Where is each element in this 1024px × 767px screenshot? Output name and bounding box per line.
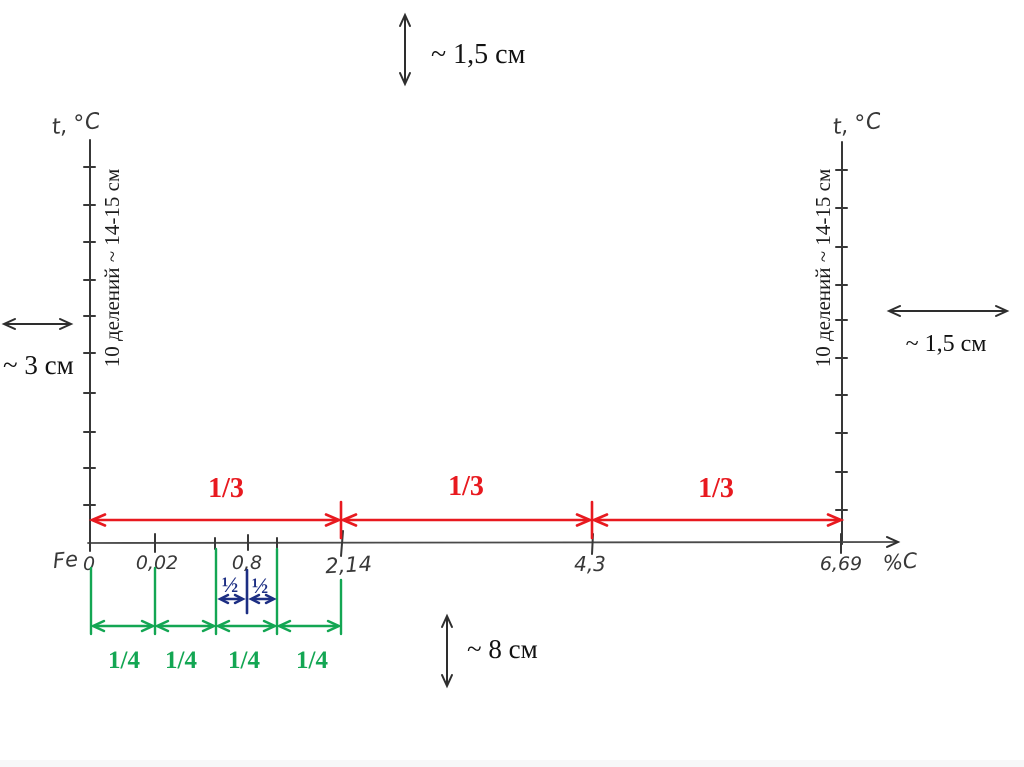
quarters-label-2: 1/4 [165, 647, 197, 674]
dimension-left: ~ 3 см [1, 318, 74, 380]
dimension-bottom: ~ 8 см [441, 613, 538, 689]
halves-label-2: ½ [252, 573, 269, 598]
dimension-bottom-label: ~ 8 см [467, 634, 538, 664]
dimension-right-label: ~ 1,5 см [906, 331, 987, 357]
quarters-label-1: 1/4 [108, 647, 140, 674]
dimension-top-label: ~ 1,5 см [431, 39, 526, 70]
quarters-label-3: 1/4 [228, 647, 260, 674]
x-axis: Fe 0 0,02 0,8 2,14 4,3 6,69 %C [52, 530, 919, 578]
slide-edge [0, 760, 1024, 767]
x-tick-label-002: 0,02 [136, 552, 178, 574]
halves-label-1: ½ [222, 572, 239, 597]
halves-annotation: ½ ½ [217, 568, 277, 615]
right-axis: t, °C 10 делений ~ 14-15 см [811, 109, 884, 545]
left-axis-title: t, °C [50, 109, 103, 141]
right-axis-title: t, °C [831, 109, 884, 141]
x-axis-unit-label: %C [882, 548, 919, 576]
x-tick-label-669: 6,69 [820, 553, 862, 575]
thirds-label-3: 1/3 [698, 473, 734, 504]
x-axis-origin-label: Fe [52, 547, 79, 573]
thirds-label-1: 1/3 [208, 473, 244, 504]
x-tick-label-43: 4,3 [574, 552, 606, 576]
thirds-label-2: 1/3 [448, 471, 484, 502]
dimension-right: ~ 1,5 см [886, 305, 1010, 357]
x-tick-label-214: 2,14 [325, 552, 373, 578]
dimension-top: ~ 1,5 см [399, 12, 526, 87]
left-axis-ticks [83, 166, 96, 506]
quarters-verticals [89, 547, 343, 636]
right-axis-ticks [835, 169, 848, 511]
x-tick-label-08: 0,8 [232, 552, 262, 574]
left-axis: t, °C 10 делений ~ 14-15 см [50, 109, 124, 545]
x-axis-line [87, 536, 901, 549]
right-axis-note: 10 делений ~ 14-15 см [811, 169, 835, 368]
quarters-annotation: 1/4 1/4 1/4 1/4 [89, 547, 343, 674]
quarters-label-4: 1/4 [296, 647, 328, 674]
dimension-left-label: ~ 3 см [3, 350, 74, 380]
left-axis-note: 10 делений ~ 14-15 см [100, 169, 124, 368]
x-tick-label-0: 0 [83, 553, 95, 575]
thirds-annotation: 1/3 1/3 1/3 [88, 471, 845, 540]
